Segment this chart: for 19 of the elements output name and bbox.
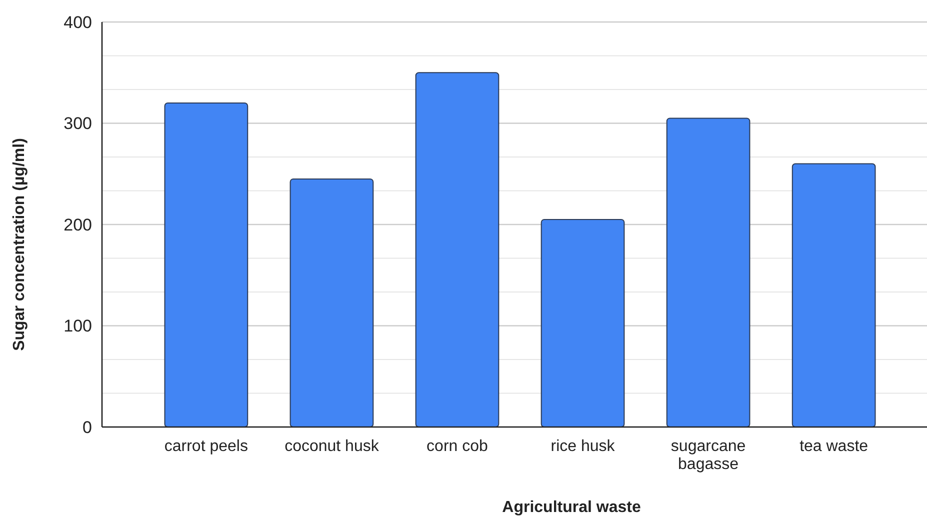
x-tick-label: coconut husk — [284, 438, 380, 455]
y-tick-label: 400 — [64, 12, 92, 32]
y-tick-label: 0 — [82, 418, 92, 437]
bar — [164, 102, 248, 428]
x-tick-label: sugarcane bagasse — [670, 438, 746, 473]
x-tick-label: rice husk — [550, 438, 616, 455]
x-tick-label: carrot peels — [164, 438, 248, 455]
bar — [540, 218, 625, 428]
x-tick-label: corn cob — [426, 438, 488, 455]
y-axis-title: Sugar concentration (µg/ml) — [11, 138, 28, 351]
bar — [792, 163, 876, 428]
x-tick-label: tea waste — [800, 438, 868, 455]
bar — [666, 118, 750, 428]
y-tick-label: 100 — [64, 316, 92, 336]
bar — [290, 178, 374, 428]
bar — [415, 72, 500, 428]
y-tick-label: 300 — [64, 114, 92, 134]
y-tick-label: 200 — [64, 215, 92, 234]
x-axis-title: Agricultural waste — [502, 499, 641, 516]
